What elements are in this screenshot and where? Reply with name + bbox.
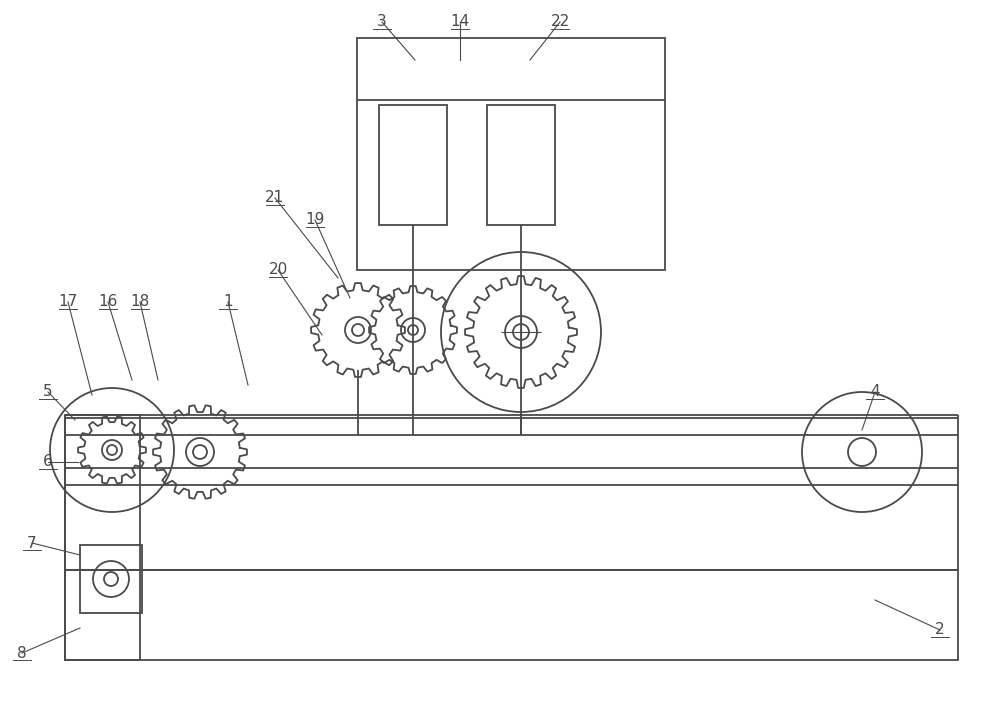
Text: 1: 1 [223, 294, 233, 310]
Text: 14: 14 [450, 15, 470, 30]
Bar [357, 38, 665, 270]
Text: 22: 22 [550, 15, 570, 30]
Text: 20: 20 [268, 262, 288, 278]
Bar [487, 105, 555, 225]
Text: 17: 17 [58, 294, 78, 310]
Text: 19: 19 [305, 212, 325, 228]
Text: 2: 2 [935, 622, 945, 638]
Text: 4: 4 [870, 385, 880, 400]
Text: 6: 6 [43, 454, 53, 470]
Bar [379, 105, 447, 225]
Text: 21: 21 [265, 190, 285, 206]
Text: 3: 3 [377, 15, 387, 30]
Bar [65, 415, 140, 660]
Text: 5: 5 [43, 385, 53, 400]
Bar [65, 570, 958, 660]
Text: 18: 18 [130, 294, 150, 310]
Text: 16: 16 [98, 294, 118, 310]
Text: 7: 7 [27, 536, 37, 550]
Bar [80, 545, 142, 613]
Text: 8: 8 [17, 646, 27, 661]
